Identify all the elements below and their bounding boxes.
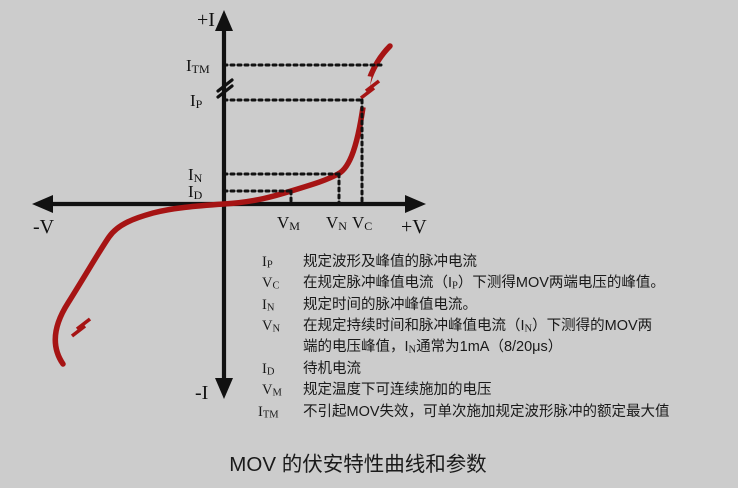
svg-text:待机电流: 待机电流 [303,360,361,377]
svg-text:规定波形及峰值的脉冲电流: 规定波形及峰值的脉冲电流 [303,253,477,270]
svg-text:在规定脉冲峰值电流（IP）下测得MOV两端电压的峰值。: 在规定脉冲峰值电流（IP）下测得MOV两端电压的峰值。 [303,274,665,292]
svg-text:-I: -I [195,382,208,404]
svg-text:-V: -V [33,216,55,238]
svg-text:不引起MOV失效，可单次施加规定波形脉冲的额定最大值: 不引起MOV失效，可单次施加规定波形脉冲的额定最大值 [303,403,670,420]
svg-text:在规定持续时间和脉冲峰值电流（IN）下测得的MOV两: 在规定持续时间和脉冲峰值电流（IN）下测得的MOV两 [303,317,652,335]
svg-text:端的电压峰值，IN通常为1mA（8/20μs）: 端的电压峰值，IN通常为1mA（8/20μs） [303,338,562,356]
svg-text:规定温度下可连续施加的电压: 规定温度下可连续施加的电压 [303,381,492,398]
svg-text:MOV 的伏安特性曲线和参数: MOV 的伏安特性曲线和参数 [229,453,486,476]
svg-text:规定时间的脉冲峰值电流。: 规定时间的脉冲峰值电流。 [303,296,477,313]
svg-text:+I: +I [197,9,215,31]
svg-text:+V: +V [401,216,427,238]
